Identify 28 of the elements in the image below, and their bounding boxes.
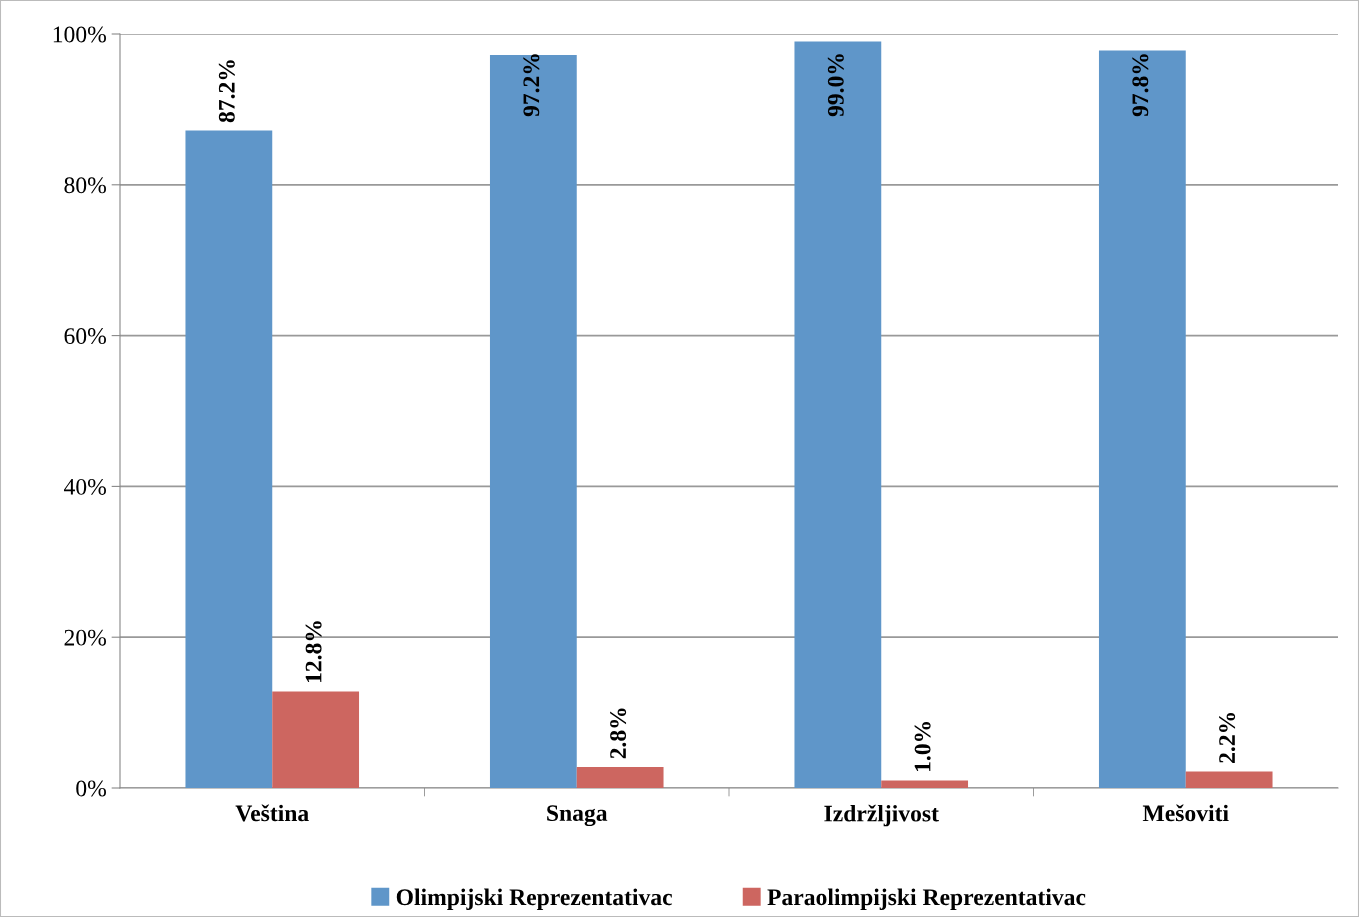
- bar: [881, 780, 969, 788]
- bar: [185, 130, 273, 788]
- bar: [1098, 50, 1186, 788]
- x-tick-label: Izdržljivost: [824, 804, 939, 827]
- data-label: 2.2%: [1219, 712, 1236, 763]
- data-label: 99.0%: [827, 54, 844, 117]
- data-label: 97.2%: [523, 54, 540, 117]
- data-label: 97.8%: [1132, 54, 1149, 117]
- legend-label: Olimpijski Reprezentativac: [396, 888, 673, 911]
- y-tick-label: 60%: [64, 328, 106, 345]
- y-tick-label: 0%: [76, 780, 106, 797]
- x-tick-label: Veština: [235, 804, 309, 822]
- y-tick-label: 20%: [64, 629, 106, 646]
- data-label: 2.8%: [610, 708, 627, 759]
- bar: [489, 55, 577, 788]
- y-tick-label: 40%: [63, 478, 106, 495]
- bar: [272, 691, 360, 788]
- x-tick-label: Mešoviti: [1142, 804, 1229, 822]
- x-tick-label: Snaga: [547, 805, 608, 827]
- data-label: 12.8%: [305, 621, 322, 683]
- bar: [576, 766, 664, 788]
- data-label: 87.2%: [218, 60, 235, 123]
- legend-label: Paraolimpijski Reprezentativac: [767, 888, 1086, 911]
- data-label: 1.0%: [914, 722, 931, 772]
- y-tick-label: 100%: [53, 26, 106, 43]
- bar: [794, 41, 882, 788]
- y-tick-label: 80%: [64, 177, 106, 194]
- bar: [1185, 771, 1273, 788]
